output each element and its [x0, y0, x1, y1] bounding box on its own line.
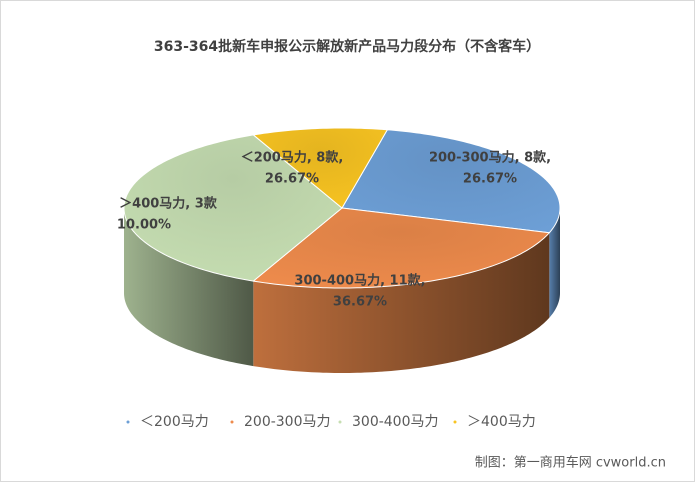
legend-label: ＞400马力 [467, 414, 536, 430]
legend-label: ＜200马力 [140, 414, 209, 430]
slice-side [124, 208, 254, 367]
data-label-name: 300-400马力, 11款, [294, 273, 425, 289]
footer: 制图：第一商用车网 cvworld.cn [475, 455, 666, 471]
data-label-value: 26.67% [463, 172, 517, 187]
data-label-name: ＜200马力, 8款, [241, 150, 344, 166]
slice [252, 207, 551, 289]
data-label-value: 36.67% [333, 295, 387, 310]
slice-side [549, 208, 560, 318]
data-label-value: 26.67% [265, 172, 319, 187]
data-label-name: ＞400马力, 3款 [119, 196, 218, 212]
slice [123, 134, 343, 282]
legend-marker [338, 420, 342, 424]
legend-label: 200-300马力 [244, 414, 331, 430]
slice [341, 129, 561, 234]
slice-side [253, 232, 550, 373]
legend-marker [126, 420, 130, 424]
slice [252, 127, 389, 209]
legend-marker [453, 420, 457, 424]
data-label-name: 200-300马力, 8款, [429, 150, 551, 166]
data-label-value: 10.00% [117, 218, 171, 233]
legend-label: 300-400马力 [352, 414, 439, 430]
legend-marker [230, 420, 234, 424]
chart-title: 363-364批新车申报公示解放新产品马力段分布（不含客车） [154, 38, 540, 55]
